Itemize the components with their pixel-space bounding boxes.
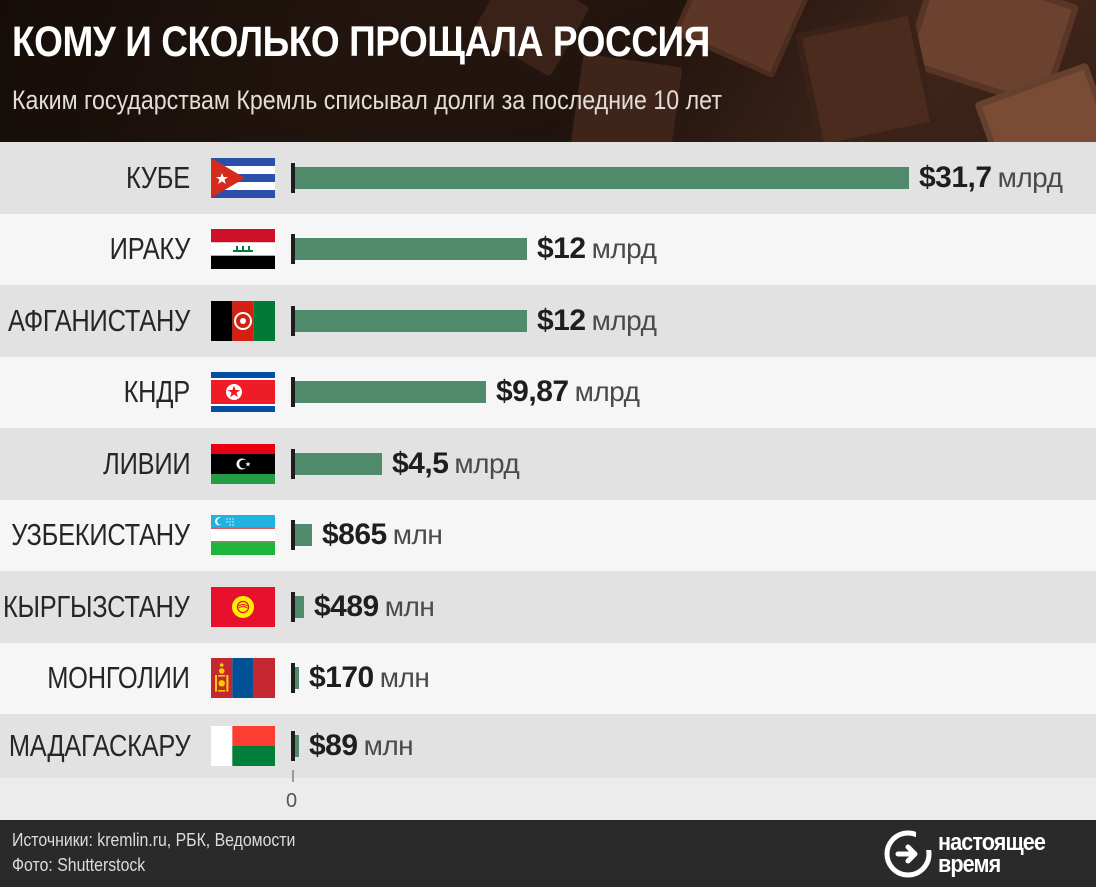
data-label-unit: млрд (454, 447, 520, 479)
data-label: $489 млн (314, 589, 435, 624)
data-label: $865 млн (322, 518, 443, 552)
data-label-amount: $865 (322, 518, 387, 552)
bar-baseline (291, 591, 295, 622)
bar (295, 595, 304, 618)
data-label-unit: млн (384, 590, 435, 622)
afghanistan-flag (211, 300, 275, 341)
category-label: ИРАКУ (109, 231, 190, 267)
data-label: $12 млрд (537, 232, 657, 266)
category-label: АФГАНИСТАНУ (7, 302, 190, 338)
mongolia-flag (211, 658, 275, 699)
category-label: МОНГОЛИИ (47, 660, 191, 696)
madagascar-flag (211, 726, 275, 766)
data-label: $31,7 млрд (919, 160, 1063, 195)
bar-baseline (291, 731, 295, 761)
header-banner: КОМУ И СКОЛЬКО ПРОЩАЛА РОССИЯ Каким госу… (0, 0, 1096, 142)
data-label-amount: $31,7 (919, 160, 992, 194)
logo-icon (884, 830, 932, 878)
sources-text: Источники: kremlin.ru, РБК, Ведомости (12, 830, 296, 850)
x-axis-zero-label: 0 (286, 790, 298, 812)
data-label: $89 млн (309, 729, 414, 763)
bar-baseline (291, 162, 295, 193)
logo-text-line1: настоящее (938, 829, 1046, 856)
category-label: ЛИВИИ (102, 445, 190, 481)
kyrgyzstan-flag (211, 586, 275, 627)
chart-row: АФГАНИСТАНУ $12 млрд (0, 285, 1096, 357)
north-korea-flag (211, 372, 275, 413)
brand-logo: настоящее время (884, 826, 1089, 882)
chart-row: КУБЕ $31,7 млрд (0, 142, 1096, 214)
bar (295, 238, 527, 261)
data-label-unit: млн (392, 519, 443, 551)
category-label: УЗБЕКИСТАНУ (11, 517, 190, 553)
data-label-unit: млрд (591, 304, 657, 336)
bar (295, 309, 527, 332)
bar (295, 524, 312, 547)
footer: Источники: kremlin.ru, РБК, Ведомости Фо… (0, 820, 1096, 887)
data-label: $4,5 млрд (392, 446, 520, 481)
bar (295, 452, 382, 475)
data-label-amount: $89 (309, 729, 358, 762)
data-label-unit: млрд (997, 161, 1063, 193)
bar-baseline (291, 448, 295, 479)
data-label-unit: млн (363, 730, 414, 761)
data-label: $12 млрд (537, 303, 657, 338)
cuba-flag (211, 157, 275, 198)
chart-title: КОМУ И СКОЛЬКО ПРОЩАЛА РОССИЯ (12, 18, 710, 66)
bar-baseline (291, 520, 295, 551)
libya-flag (211, 443, 275, 484)
category-label: КЫРГЫЗСТАНУ (3, 588, 190, 624)
bar-chart: КУБЕ $31,7 млрд ИРАКУ $12 млрд АФГАНИСТАНУ $12 м… (0, 142, 1096, 778)
chart-row: КЫРГЫЗСТАНУ $489 млн (0, 571, 1096, 643)
bar-baseline (291, 377, 295, 408)
chart-row: УЗБЕКИСТАНУ $865 млн (0, 499, 1096, 571)
bar (295, 166, 909, 189)
x-axis-zero-tick (292, 770, 294, 782)
chart-row: ЛИВИИ $4,5 млрд (0, 428, 1096, 500)
data-label: $170 млн (309, 661, 430, 695)
data-label-amount: $4,5 (392, 446, 449, 480)
photo-credit: Фото: Shutterstock (12, 855, 146, 875)
bar (295, 667, 299, 690)
bar-baseline (291, 663, 295, 694)
category-label: МАДАГАСКАРУ (8, 728, 190, 763)
category-label: КУБЕ (126, 159, 190, 195)
iraq-flag (211, 229, 275, 270)
data-label-amount: $489 (314, 589, 379, 623)
data-label: $9,87 млрд (496, 375, 640, 409)
chart-row: ИРАКУ $12 млрд (0, 213, 1096, 285)
data-label-amount: $12 (537, 232, 586, 266)
bar (295, 735, 299, 757)
bar-baseline (291, 234, 295, 265)
data-label-amount: $170 (309, 661, 374, 695)
background-photo-part (794, 8, 938, 142)
bar (295, 381, 486, 404)
logo-text-line2: время (938, 851, 1001, 878)
data-label-unit: млрд (591, 233, 657, 265)
chart-subtitle: Каким государствам Кремль списывал долги… (12, 85, 722, 115)
chart-row: МОНГОЛИИ $170 млн (0, 642, 1096, 714)
category-label: КНДР (123, 374, 191, 410)
data-label-unit: млрд (574, 376, 640, 408)
chart-row: МАДАГАСКАРУ $89 млн (0, 714, 1096, 778)
bar-baseline (291, 305, 295, 336)
chart-row: КНДР $9,87 млрд (0, 356, 1096, 428)
data-label-unit: млн (379, 662, 430, 694)
uzbekistan-flag (211, 515, 275, 556)
data-label-amount: $12 (537, 303, 586, 337)
data-label-amount: $9,87 (496, 375, 569, 409)
